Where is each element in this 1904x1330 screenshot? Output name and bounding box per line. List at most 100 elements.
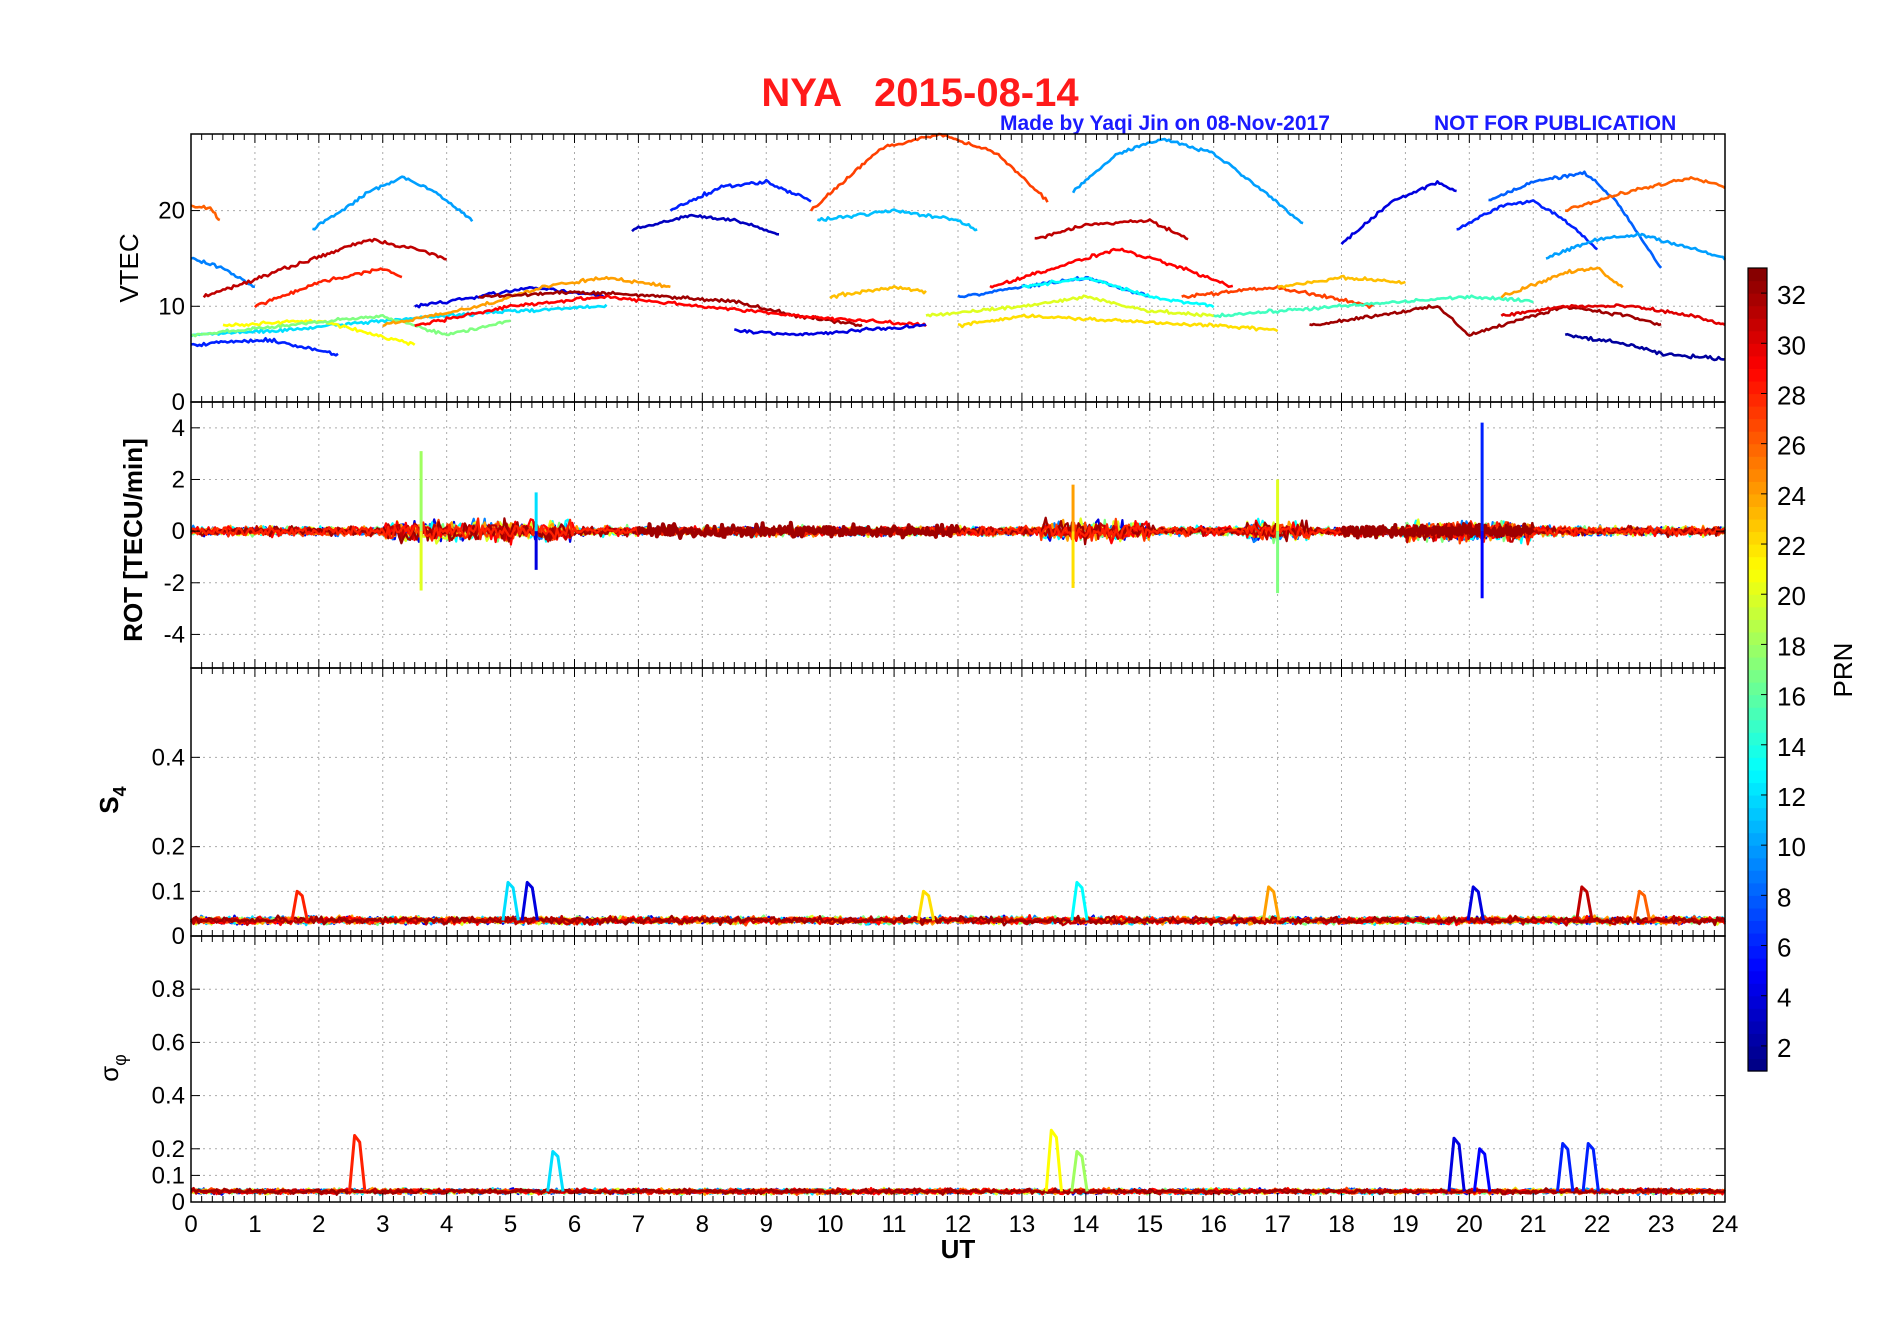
colorbar-swatch <box>1748 694 1767 708</box>
sigma-peak-prn-21 <box>1044 1128 1063 1192</box>
vtec-series-prn-32 <box>478 290 863 328</box>
colorbar-swatch <box>1748 958 1767 972</box>
sigma-peak-prn-28 <box>348 1134 367 1192</box>
s4-peak-prn-4 <box>1466 885 1485 921</box>
colorbar-tick-label: 8 <box>1777 882 1791 912</box>
y-tick-label: 0.4 <box>152 744 185 771</box>
vtec-series-prn-27 <box>809 132 1049 212</box>
sigma-peak-prn-5 <box>1472 1147 1492 1192</box>
colorbar-swatch <box>1748 556 1767 570</box>
colorbar-swatch <box>1748 920 1767 934</box>
colorbar-swatch <box>1748 644 1767 658</box>
y-tick-label: 0 <box>172 389 185 416</box>
colorbar-swatch <box>1748 932 1767 947</box>
vtec-series-prn-9 <box>190 256 256 289</box>
vtec-series-prn-6 <box>190 337 339 357</box>
vtec-series-prn-6 <box>669 178 812 212</box>
x-tick-label: 21 <box>1520 1211 1547 1238</box>
x-tick-label: 18 <box>1328 1211 1355 1238</box>
colorbar-tick-label: 20 <box>1777 581 1806 611</box>
colorbar-swatch <box>1748 845 1767 859</box>
colorbar-swatch <box>1748 707 1767 721</box>
vtec-series-prn-6 <box>1456 199 1598 251</box>
x-tick-label: 11 <box>882 1211 907 1238</box>
vtec-series-prn-26 <box>1565 176 1726 213</box>
vtec-series-prn-3 <box>631 213 780 236</box>
vtec-series-prn-10 <box>312 175 474 231</box>
colorbar-swatch <box>1748 895 1767 909</box>
x-axis-label: UT <box>941 1234 976 1264</box>
y-tick-label: 0.8 <box>152 976 185 1003</box>
x-tick-label: 17 <box>1264 1211 1291 1238</box>
colorbar-swatch <box>1748 619 1767 633</box>
colorbar-swatch <box>1748 343 1767 357</box>
rot-traces <box>189 422 1726 599</box>
colorbar-tick-label: 10 <box>1777 832 1806 862</box>
y-tick-label: 0.4 <box>152 1083 185 1110</box>
colorbar-swatch <box>1748 983 1767 997</box>
y-tick-label: 0.1 <box>152 878 185 905</box>
colorbar-swatch <box>1748 456 1767 470</box>
sigma-axis-label-sub: φ <box>110 1054 130 1066</box>
colorbar-swatch <box>1748 631 1767 646</box>
colorbar-swatch <box>1748 406 1767 420</box>
vtec-series-prn-17 <box>190 314 511 338</box>
colorbar-swatch <box>1748 970 1767 984</box>
vtec-series-prn-24 <box>382 275 671 328</box>
s4-axis-label-sub: 4 <box>110 786 130 796</box>
colorbar-swatch <box>1748 481 1767 495</box>
colorbar-swatch <box>1748 581 1767 595</box>
colorbar-swatch <box>1748 544 1767 558</box>
s4-peak-prn-22 <box>916 889 936 921</box>
y-tick-label: 0 <box>172 1189 185 1216</box>
x-tick-label: 16 <box>1200 1211 1227 1238</box>
vtec-series-prn-29 <box>414 294 927 328</box>
y-tick-label: -2 <box>164 570 185 597</box>
colorbar-swatch <box>1748 368 1767 382</box>
x-tick-label: 24 <box>1712 1211 1739 1238</box>
x-tick-label: 2 <box>312 1211 325 1238</box>
colorbar-label: PRN <box>1828 643 1858 698</box>
x-tick-label: 7 <box>632 1211 645 1238</box>
credit-text: Made by Yaqi Jin on 08-Nov-2017 <box>1000 112 1330 135</box>
colorbar-tick-label: 12 <box>1777 782 1806 812</box>
sigma-peak-prn-6 <box>1556 1142 1575 1192</box>
sigma-axis-label: σφ <box>94 1054 130 1082</box>
y-tick-label: 2 <box>172 466 185 493</box>
colorbar-swatch <box>1748 1033 1767 1047</box>
colorbar-tick-label: 32 <box>1777 280 1806 310</box>
colorbar-swatch <box>1748 1008 1767 1022</box>
vtec-series-prn-10 <box>1071 137 1304 225</box>
colorbar-tick-label: 30 <box>1777 330 1806 360</box>
y-tick-label: 0 <box>172 518 185 545</box>
s4-peak-prn-12 <box>501 880 520 921</box>
x-tick-label: 1 <box>248 1211 261 1238</box>
colorbar-swatch <box>1748 468 1767 482</box>
sigma-peak-prn-12 <box>546 1150 565 1192</box>
vtec-series-prn-4 <box>1340 180 1457 245</box>
s4-peak-prn-13 <box>1070 880 1089 921</box>
colorbar-swatch <box>1748 518 1767 533</box>
x-tick-label: 12 <box>945 1211 972 1238</box>
colorbar-swatch <box>1748 330 1767 344</box>
colorbar-swatch <box>1748 393 1767 407</box>
colorbar-swatch <box>1748 857 1767 871</box>
x-tick-label: 22 <box>1584 1211 1611 1238</box>
y-tick-label: 0 <box>172 923 185 950</box>
vtec-series-prn-24 <box>1500 266 1624 299</box>
s4-peak-prn-24 <box>1262 885 1281 921</box>
colorbar-swatch <box>1748 682 1767 696</box>
vtec-series-prn-31 <box>1034 218 1189 241</box>
colorbar-swatch <box>1748 882 1767 896</box>
colorbar-swatch <box>1748 870 1767 884</box>
s4-traces <box>189 880 1726 927</box>
vtec-series-prn-32 <box>1309 304 1662 337</box>
colorbar-swatch <box>1748 531 1767 545</box>
colorbar-swatch <box>1748 506 1767 520</box>
colorbar-swatch <box>1748 719 1767 733</box>
colorbar-tick-label: 22 <box>1777 531 1806 561</box>
colorbar-tick-label: 4 <box>1777 983 1791 1013</box>
colorbar-swatch <box>1748 569 1767 583</box>
